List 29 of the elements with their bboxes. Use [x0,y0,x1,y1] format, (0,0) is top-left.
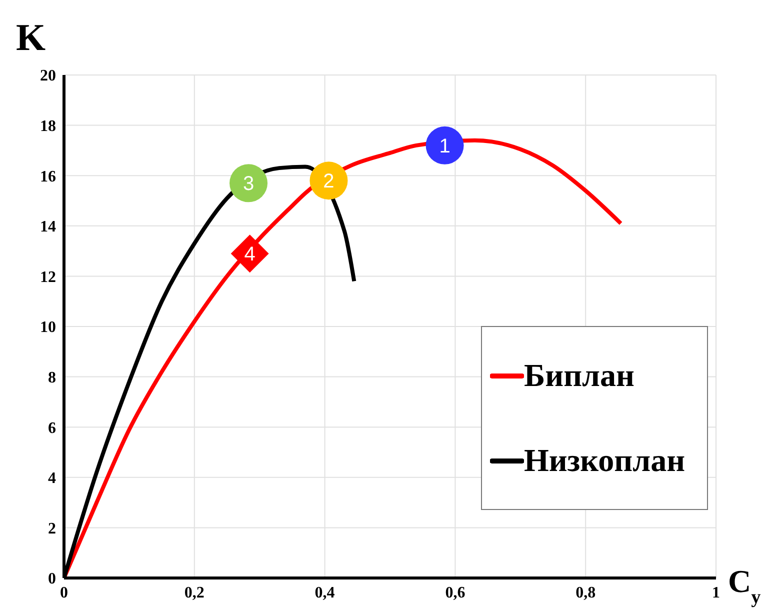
y-tick-label: 14 [40,218,56,236]
x-tick-label: 0,8 [576,584,596,602]
x-tick-label: 0,4 [314,584,335,602]
x-tick-label: 0,6 [445,584,466,602]
y-tick-label: 2 [48,520,56,538]
y-tick-label: 20 [40,68,56,85]
y-tick-label: 6 [48,420,56,437]
x-axis-title: C$_{y}$ [728,563,762,608]
y-tick-label: 8 [48,369,56,386]
x-tick-label: 1 [712,584,720,602]
annotation: 4 [244,244,256,266]
y-axis-title: K [16,17,46,59]
x-tick-label: 0 [60,584,68,602]
annotation: 2 [323,170,334,193]
annotation: 1 [439,135,450,158]
y-tick-label: 18 [40,118,56,135]
y-tick-label: 12 [40,268,56,286]
legend-label: Биплан [524,357,634,394]
annotation: 3 [242,173,254,196]
point [310,162,348,200]
y-tick-label: 16 [40,168,56,186]
y-tick-label: 0 [48,570,56,588]
point [230,164,268,202]
x-tick-label: 0,2 [184,584,204,602]
y-tick-label: 10 [40,319,56,336]
y-tick-label: 4 [48,470,56,488]
legend-label: Низкоплан [524,442,685,479]
point [230,234,269,273]
point [426,126,464,164]
